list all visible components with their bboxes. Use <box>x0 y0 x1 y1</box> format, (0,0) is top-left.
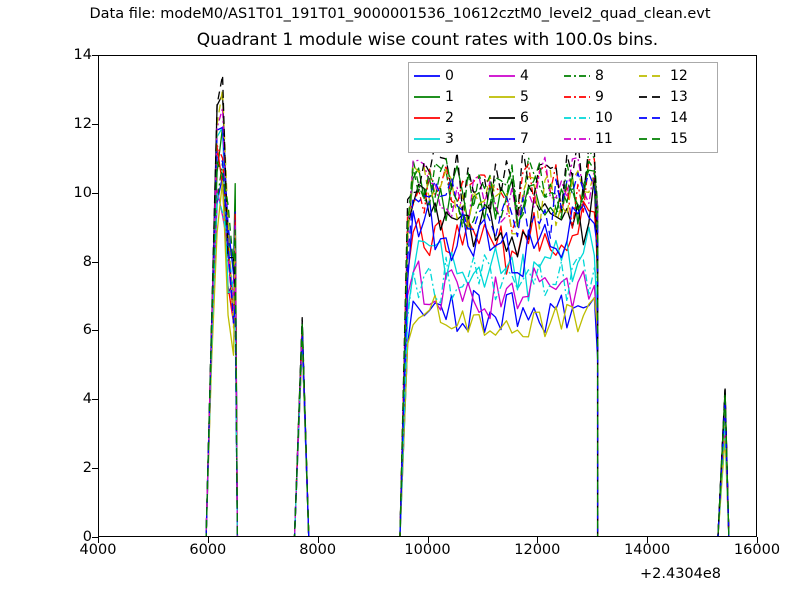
legend-label-8: 8 <box>595 67 604 84</box>
legend-swatch-9 <box>564 95 590 98</box>
series-line-12 <box>205 88 730 536</box>
legend-label-3: 3 <box>445 130 454 147</box>
y-tick-label: 10 <box>73 184 92 201</box>
legend-swatch-10 <box>564 116 590 119</box>
y-tick-mark <box>92 537 98 538</box>
legend-label-12: 12 <box>670 67 688 84</box>
legend-swatch-7 <box>489 137 515 140</box>
series-line-5 <box>205 180 730 536</box>
x-tick-label: 4000 <box>79 542 117 558</box>
x-tick-mark <box>427 537 429 543</box>
legend-item-11[interactable]: 11 <box>563 128 638 149</box>
legend-item-2[interactable]: 2 <box>413 107 488 128</box>
legend-item-7[interactable]: 7 <box>488 128 563 149</box>
legend-swatch-15 <box>639 137 665 140</box>
legend-swatch-11 <box>564 137 590 140</box>
legend-swatch-3 <box>414 137 440 140</box>
legend-label-5: 5 <box>520 88 529 105</box>
legend-swatch-4 <box>489 74 515 77</box>
series-line-10 <box>205 192 730 536</box>
y-tick-mark <box>92 55 98 56</box>
x-tick-label: 16000 <box>733 542 781 558</box>
x-tick-mark <box>537 537 539 543</box>
legend-item-6[interactable]: 6 <box>488 107 563 128</box>
series-line-2 <box>205 146 730 536</box>
data-file-label: Data file: modeM0/AS1T01_191T01_90000015… <box>89 6 711 22</box>
legend-label-0: 0 <box>445 67 454 84</box>
x-tick-label: 8000 <box>299 542 337 558</box>
y-tick-label: 2 <box>82 460 92 477</box>
legend-item-12[interactable]: 12 <box>638 65 713 86</box>
legend-item-3[interactable]: 3 <box>413 128 488 149</box>
series-line-14 <box>205 156 730 536</box>
x-tick-label: 12000 <box>514 542 561 558</box>
series-line-4 <box>205 188 730 536</box>
legend-swatch-1 <box>414 95 440 98</box>
legend-swatch-12 <box>639 74 665 77</box>
legend-label-2: 2 <box>445 109 454 126</box>
legend-item-15[interactable]: 15 <box>638 128 713 149</box>
x-tick-label: 6000 <box>189 542 227 558</box>
legend-label-9: 9 <box>595 88 604 105</box>
y-tick-label: 0 <box>82 529 92 545</box>
y-tick-mark <box>92 123 98 125</box>
legend-item-8[interactable]: 8 <box>563 65 638 86</box>
page-title: Quadrant 1 module wise count rates with … <box>196 30 659 50</box>
x-tick-mark <box>317 537 319 543</box>
legend[interactable]: 0 1 2 3 4 5 6 7 8 9 10 11 12 13 14 15 <box>408 62 718 153</box>
y-tick-label: 4 <box>82 391 92 408</box>
series-line-1 <box>205 126 730 536</box>
legend-swatch-6 <box>489 116 515 119</box>
legend-label-6: 6 <box>520 109 529 126</box>
legend-swatch-2 <box>414 116 440 119</box>
legend-swatch-5 <box>489 95 515 98</box>
legend-swatch-14 <box>639 116 665 119</box>
y-tick-mark <box>92 192 98 194</box>
series-line-7 <box>205 126 730 536</box>
x-tick-mark <box>647 537 649 543</box>
legend-item-13[interactable]: 13 <box>638 86 713 107</box>
legend-item-0[interactable]: 0 <box>413 65 488 86</box>
legend-item-1[interactable]: 1 <box>413 86 488 107</box>
legend-swatch-0 <box>414 74 440 77</box>
x-axis-offset-label: +2.4304e8 <box>640 566 722 582</box>
y-tick-label: 12 <box>73 115 92 132</box>
x-tick-label: 14000 <box>624 542 671 558</box>
legend-label-14: 14 <box>670 109 688 126</box>
x-tick-mark <box>98 537 99 543</box>
x-tick-label: 10000 <box>404 542 451 558</box>
legend-label-15: 15 <box>670 130 688 147</box>
series-line-13 <box>205 74 730 536</box>
legend-item-10[interactable]: 10 <box>563 107 638 128</box>
legend-item-14[interactable]: 14 <box>638 107 713 128</box>
series-line-11 <box>205 107 730 536</box>
y-tick-mark <box>92 261 98 263</box>
x-tick-mark <box>757 537 758 543</box>
legend-label-1: 1 <box>445 88 454 105</box>
y-tick-label: 6 <box>82 322 92 339</box>
legend-swatch-8 <box>564 74 590 77</box>
x-tick-mark <box>207 537 209 543</box>
y-tick-mark <box>92 468 98 470</box>
legend-label-11: 11 <box>595 130 613 147</box>
legend-item-9[interactable]: 9 <box>563 86 638 107</box>
series-line-6 <box>205 93 730 536</box>
y-tick-mark <box>92 399 98 401</box>
series-line-0 <box>205 175 730 536</box>
y-tick-label: 8 <box>82 253 92 270</box>
legend-item-4[interactable]: 4 <box>488 65 563 86</box>
y-tick-mark <box>92 330 98 332</box>
y-tick-label: 14 <box>73 47 92 63</box>
series-line-3 <box>205 126 730 536</box>
series-line-8 <box>205 149 730 536</box>
legend-label-7: 7 <box>520 130 529 147</box>
legend-swatch-13 <box>639 95 665 98</box>
legend-item-5[interactable]: 5 <box>488 86 563 107</box>
legend-label-4: 4 <box>520 67 529 84</box>
legend-label-10: 10 <box>595 109 613 126</box>
legend-label-13: 13 <box>670 88 688 105</box>
series-canvas <box>205 74 730 536</box>
series-line-15 <box>205 157 730 536</box>
